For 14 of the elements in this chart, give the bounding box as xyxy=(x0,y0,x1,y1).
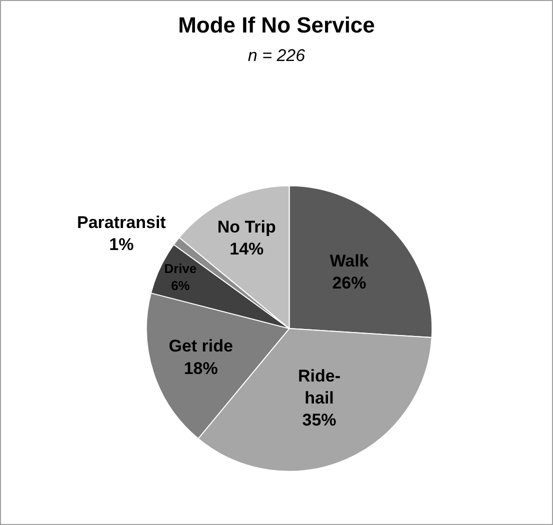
chart-subtitle: n = 226 xyxy=(248,46,306,65)
slice-label: Drive xyxy=(164,261,197,276)
slice-label: Paratransit xyxy=(77,212,166,232)
chart-title: Mode If No Service xyxy=(178,12,375,38)
data-label: 6% xyxy=(171,278,190,293)
data-label: 35% xyxy=(302,410,336,430)
data-label: 14% xyxy=(230,239,264,258)
slice-label: Ride-hail xyxy=(298,366,341,408)
slice-label: Walk xyxy=(330,251,370,270)
data-label: 18% xyxy=(184,358,218,378)
slice-label: Get ride xyxy=(168,336,233,356)
slice-label: No Trip xyxy=(217,217,276,236)
data-label: 1% xyxy=(109,234,134,254)
data-label: 26% xyxy=(332,274,366,293)
